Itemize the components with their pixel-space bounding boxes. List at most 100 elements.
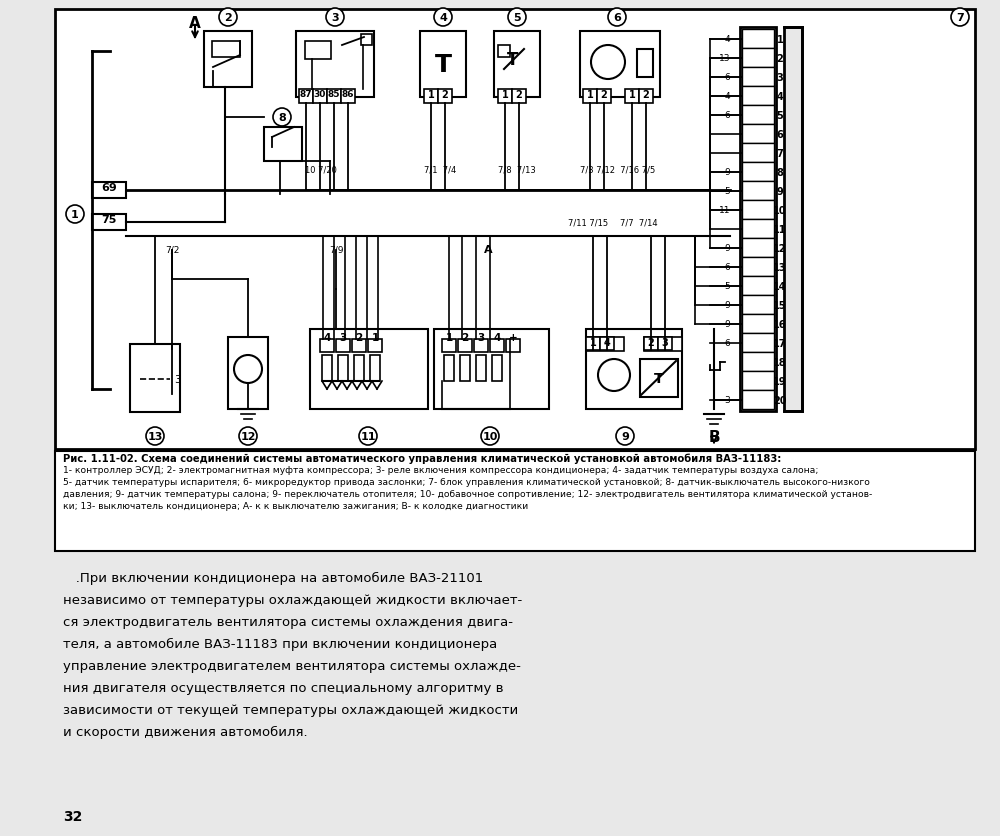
- Text: 5: 5: [513, 13, 521, 23]
- Bar: [586, 338, 624, 352]
- Text: .При включении кондиционера на автомобиле ВАЗ-21101: .При включении кондиционера на автомобил…: [63, 571, 483, 584]
- Text: 1: 1: [502, 90, 508, 99]
- Text: 86: 86: [342, 90, 354, 99]
- Circle shape: [508, 9, 526, 27]
- Circle shape: [273, 109, 291, 127]
- Bar: [583, 90, 597, 104]
- Text: 13: 13: [147, 431, 163, 441]
- Text: 9: 9: [777, 186, 783, 196]
- Text: давления; 9- датчик температуры салона; 9- переключатель отопителя; 10- добавочн: давления; 9- датчик температуры салона; …: [63, 489, 872, 498]
- Bar: [296, 32, 374, 98]
- Bar: [597, 90, 611, 104]
- Text: 4: 4: [439, 13, 447, 23]
- Circle shape: [481, 427, 499, 446]
- Circle shape: [616, 427, 634, 446]
- Bar: [322, 355, 332, 381]
- Bar: [370, 355, 380, 381]
- Text: 87: 87: [300, 90, 312, 99]
- Text: 9: 9: [724, 244, 730, 252]
- Text: 10: 10: [482, 431, 498, 441]
- Text: 7: 7: [777, 148, 783, 158]
- Text: 7/9: 7/9: [329, 245, 343, 253]
- Text: 4: 4: [724, 35, 730, 44]
- Text: 18: 18: [773, 357, 787, 367]
- Text: 2: 2: [777, 54, 783, 64]
- Text: 6: 6: [724, 339, 730, 348]
- Text: 12: 12: [240, 431, 256, 441]
- Text: 6: 6: [724, 111, 730, 120]
- Circle shape: [66, 206, 84, 224]
- Circle shape: [608, 9, 626, 27]
- Text: 11: 11: [773, 224, 787, 234]
- Text: теля, а автомобиле ВАЗ-11183 при включении кондиционера: теля, а автомобиле ВАЗ-11183 при включен…: [63, 637, 497, 650]
- Bar: [492, 355, 502, 381]
- Bar: [92, 215, 126, 231]
- Text: 2: 2: [224, 13, 232, 23]
- Text: 2: 2: [461, 333, 469, 343]
- Text: 1: 1: [445, 333, 453, 343]
- Circle shape: [591, 46, 625, 80]
- Bar: [742, 239, 774, 257]
- Bar: [742, 144, 774, 163]
- Text: 2: 2: [648, 338, 654, 348]
- Text: 3: 3: [339, 333, 347, 343]
- Bar: [361, 35, 372, 46]
- Bar: [320, 339, 334, 353]
- Bar: [586, 338, 600, 350]
- Text: 7/1  7/4: 7/1 7/4: [424, 165, 456, 174]
- Text: 5: 5: [724, 282, 730, 291]
- Bar: [742, 125, 774, 144]
- Bar: [506, 339, 520, 353]
- Text: 7/8  7/13: 7/8 7/13: [498, 165, 536, 174]
- Bar: [354, 355, 364, 381]
- Text: Рис. 1.11-02. Схема соединений системы автоматического управления климатической : Рис. 1.11-02. Схема соединений системы а…: [63, 453, 781, 464]
- Bar: [476, 355, 486, 381]
- Text: и скорости движения автомобиля.: и скорости движения автомобиля.: [63, 725, 308, 738]
- Text: 6: 6: [724, 263, 730, 272]
- Text: 11: 11: [360, 431, 376, 441]
- Bar: [639, 90, 653, 104]
- Bar: [305, 42, 331, 60]
- Text: 75: 75: [101, 215, 117, 225]
- Bar: [130, 344, 180, 412]
- Bar: [742, 296, 774, 314]
- Text: 3: 3: [477, 333, 485, 343]
- Text: 4: 4: [724, 92, 730, 101]
- Text: 1: 1: [777, 34, 783, 44]
- Bar: [640, 359, 678, 398]
- Text: 1: 1: [590, 338, 596, 348]
- Circle shape: [146, 427, 164, 446]
- Text: 3: 3: [777, 73, 783, 83]
- Text: 2: 2: [643, 90, 649, 99]
- Bar: [742, 106, 774, 125]
- Text: 13: 13: [773, 263, 787, 273]
- Bar: [742, 334, 774, 353]
- Bar: [438, 90, 452, 104]
- Bar: [742, 371, 774, 390]
- Text: 3: 3: [331, 13, 339, 23]
- Bar: [299, 90, 313, 104]
- Bar: [336, 339, 350, 353]
- Bar: [742, 181, 774, 201]
- Bar: [327, 90, 341, 104]
- Bar: [458, 339, 472, 353]
- Circle shape: [239, 427, 257, 446]
- Text: T: T: [434, 53, 452, 77]
- Text: 6: 6: [777, 130, 783, 140]
- Bar: [498, 46, 510, 58]
- Text: независимо от температуры охлаждающей жидкости включает-: независимо от температуры охлаждающей жи…: [63, 594, 522, 606]
- Text: 69: 69: [101, 183, 117, 193]
- Text: 2: 2: [516, 90, 522, 99]
- Bar: [55, 10, 975, 450]
- Bar: [580, 32, 660, 98]
- Bar: [264, 128, 302, 162]
- Bar: [368, 339, 382, 353]
- Bar: [742, 390, 774, 410]
- Bar: [742, 277, 774, 296]
- Text: 9: 9: [724, 301, 730, 309]
- Text: ния двигателя осуществляется по специальному алгоритму в: ния двигателя осуществляется по специаль…: [63, 681, 504, 694]
- Bar: [474, 339, 488, 353]
- Bar: [310, 329, 428, 410]
- Bar: [212, 42, 240, 58]
- Text: управление электродвигателем вентилятора системы охлажде-: управление электродвигателем вентилятора…: [63, 660, 521, 672]
